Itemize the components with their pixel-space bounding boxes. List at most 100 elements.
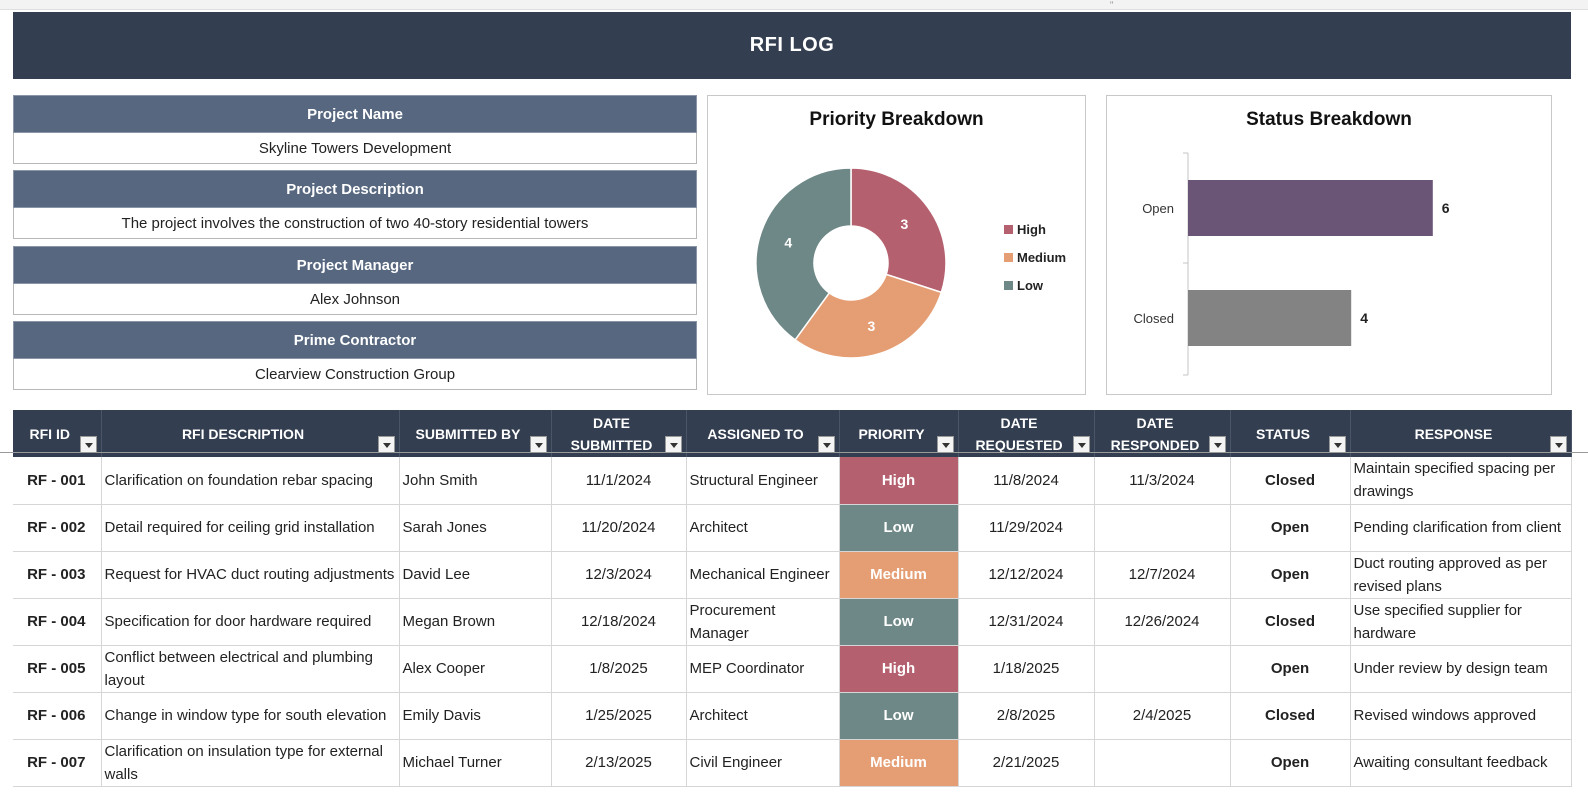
cell-date-requested[interactable]: 1/18/2025 [958,645,1095,693]
status-chart[interactable]: Status Breakdown Open 6 Closed 4 [1106,95,1552,395]
project-description-value[interactable]: The project involves the construction of… [13,208,697,239]
donut-slice-high[interactable] [850,167,947,294]
cell-priority[interactable]: Medium [839,739,959,787]
cell-rfi-description[interactable]: Detail required for ceiling grid install… [101,504,400,552]
cell-status[interactable]: Closed [1230,692,1351,740]
column-header-priority: PRIORITY [839,410,959,457]
filter-dropdown-icon[interactable] [664,436,682,453]
cell-submitted-by[interactable]: Sarah Jones [399,504,552,552]
cell-priority[interactable]: High [839,457,959,505]
cell-assigned-to[interactable]: Structural Engineer [686,457,840,505]
cell-priority[interactable]: High [839,645,959,693]
priority-chart[interactable]: Priority Breakdown 3 3 4 High Medium Low [707,95,1086,395]
cell-date-submitted[interactable]: 1/8/2025 [551,645,687,693]
cell-date-responded[interactable] [1094,645,1231,693]
donut-data-label: 3 [900,216,908,232]
cell-assigned-to[interactable]: Architect [686,504,840,552]
filter-dropdown-icon[interactable] [377,436,395,453]
filter-dropdown-icon[interactable] [936,436,954,453]
cell-date-requested[interactable]: 11/8/2024 [958,457,1095,505]
cell-status[interactable]: Open [1230,504,1351,552]
status-bar-closed[interactable] [1188,290,1352,346]
cell-submitted-by[interactable]: Michael Turner [399,739,552,787]
cell-date-submitted[interactable]: 12/3/2024 [551,551,687,599]
cell-assigned-to[interactable]: Architect [686,692,840,740]
cell-priority[interactable]: Low [839,692,959,740]
table-row: RF - 004 Specification for door hardware … [13,598,1572,646]
cell-status[interactable]: Open [1230,645,1351,693]
cell-priority[interactable]: Low [839,598,959,646]
cell-date-submitted[interactable]: 11/20/2024 [551,504,687,552]
column-header-label: PRIORITY [858,425,925,442]
cell-status[interactable]: Closed [1230,598,1351,646]
cell-assigned-to[interactable]: MEP Coordinator [686,645,840,693]
cell-submitted-by[interactable]: Emily Davis [399,692,552,740]
cell-date-responded[interactable]: 12/7/2024 [1094,551,1231,599]
cell-date-requested[interactable]: 2/21/2025 [958,739,1095,787]
cell-date-responded[interactable]: 2/4/2025 [1094,692,1231,740]
cell-response[interactable]: Duct routing approved as per revised pla… [1350,551,1572,599]
project-name-block: Project Name Skyline Towers Development [13,95,697,164]
cell-response[interactable]: Maintain specified spacing per drawings [1350,457,1572,505]
cell-rfi-description[interactable]: Change in window type for south elevatio… [101,692,400,740]
cell-date-responded[interactable] [1094,739,1231,787]
cell-status[interactable]: Closed [1230,457,1351,505]
cell-date-submitted[interactable]: 1/25/2025 [551,692,687,740]
cell-rfi-id[interactable]: RF - 003 [13,551,102,599]
filter-dropdown-icon[interactable] [1328,436,1346,453]
cell-submitted-by[interactable]: Alex Cooper [399,645,552,693]
cell-rfi-description[interactable]: Specification for door hardware required [101,598,400,646]
prime-contractor-value[interactable]: Clearview Construction Group [13,359,697,390]
cell-date-responded[interactable]: 12/26/2024 [1094,598,1231,646]
cell-date-responded[interactable] [1094,504,1231,552]
filter-dropdown-icon[interactable] [79,436,97,453]
cell-date-requested[interactable]: 12/12/2024 [958,551,1095,599]
cell-status[interactable]: Open [1230,551,1351,599]
cell-submitted-by[interactable]: Megan Brown [399,598,552,646]
status-bar-open[interactable] [1188,180,1433,236]
column-header-label: SUBMITTED BY [415,425,521,442]
cell-date-responded[interactable]: 11/3/2024 [1094,457,1231,505]
cell-date-submitted[interactable]: 11/1/2024 [551,457,687,505]
cell-rfi-id[interactable]: RF - 007 [13,739,102,787]
cell-assigned-to[interactable]: Mechanical Engineer [686,551,840,599]
cell-assigned-to[interactable]: Procurement Manager [686,598,840,646]
cell-response[interactable]: Under review by design team [1350,645,1572,693]
category-label: Open [1142,201,1174,216]
cell-submitted-by[interactable]: John Smith [399,457,552,505]
filter-dropdown-icon[interactable] [1549,436,1567,453]
cell-response[interactable]: Use specified supplier for hardware [1350,598,1572,646]
cell-rfi-description[interactable]: Request for HVAC duct routing adjustment… [101,551,400,599]
column-header-label: RFI ID [29,425,70,442]
cell-rfi-id[interactable]: RF - 004 [13,598,102,646]
project-manager-value[interactable]: Alex Johnson [13,284,697,315]
filter-dropdown-icon[interactable] [1072,436,1090,453]
cell-assigned-to[interactable]: Civil Engineer [686,739,840,787]
project-name-value[interactable]: Skyline Towers Development [13,133,697,164]
cell-status[interactable]: Open [1230,739,1351,787]
donut-slice-medium[interactable] [794,273,943,359]
cell-date-requested[interactable]: 2/8/2025 [958,692,1095,740]
cell-rfi-description[interactable]: Clarification on foundation rebar spacin… [101,457,400,505]
cell-submitted-by[interactable]: David Lee [399,551,552,599]
cell-rfi-id[interactable]: RF - 002 [13,504,102,552]
column-header-label: ASSIGNED TO [707,425,804,442]
cell-priority[interactable]: Low [839,504,959,552]
cell-date-requested[interactable]: 11/29/2024 [958,504,1095,552]
filter-dropdown-icon[interactable] [817,436,835,453]
cell-rfi-description[interactable]: Conflict between electrical and plumbing… [101,645,400,693]
cell-rfi-id[interactable]: RF - 005 [13,645,102,693]
filter-dropdown-icon[interactable] [529,436,547,453]
cell-date-requested[interactable]: 12/31/2024 [958,598,1095,646]
cell-response[interactable]: Awaiting consultant feedback [1350,739,1572,787]
cell-rfi-id[interactable]: RF - 001 [13,457,102,505]
cell-rfi-id[interactable]: RF - 006 [13,692,102,740]
cell-response[interactable]: Revised windows approved [1350,692,1572,740]
cell-rfi-description[interactable]: Clarification on insulation type for ext… [101,739,400,787]
cell-date-submitted[interactable]: 2/13/2025 [551,739,687,787]
donut-slice-low[interactable] [755,167,852,341]
cell-priority[interactable]: Medium [839,551,959,599]
cell-date-submitted[interactable]: 12/18/2024 [551,598,687,646]
cell-response[interactable]: Pending clarification from client [1350,504,1572,552]
filter-dropdown-icon[interactable] [1208,436,1226,453]
